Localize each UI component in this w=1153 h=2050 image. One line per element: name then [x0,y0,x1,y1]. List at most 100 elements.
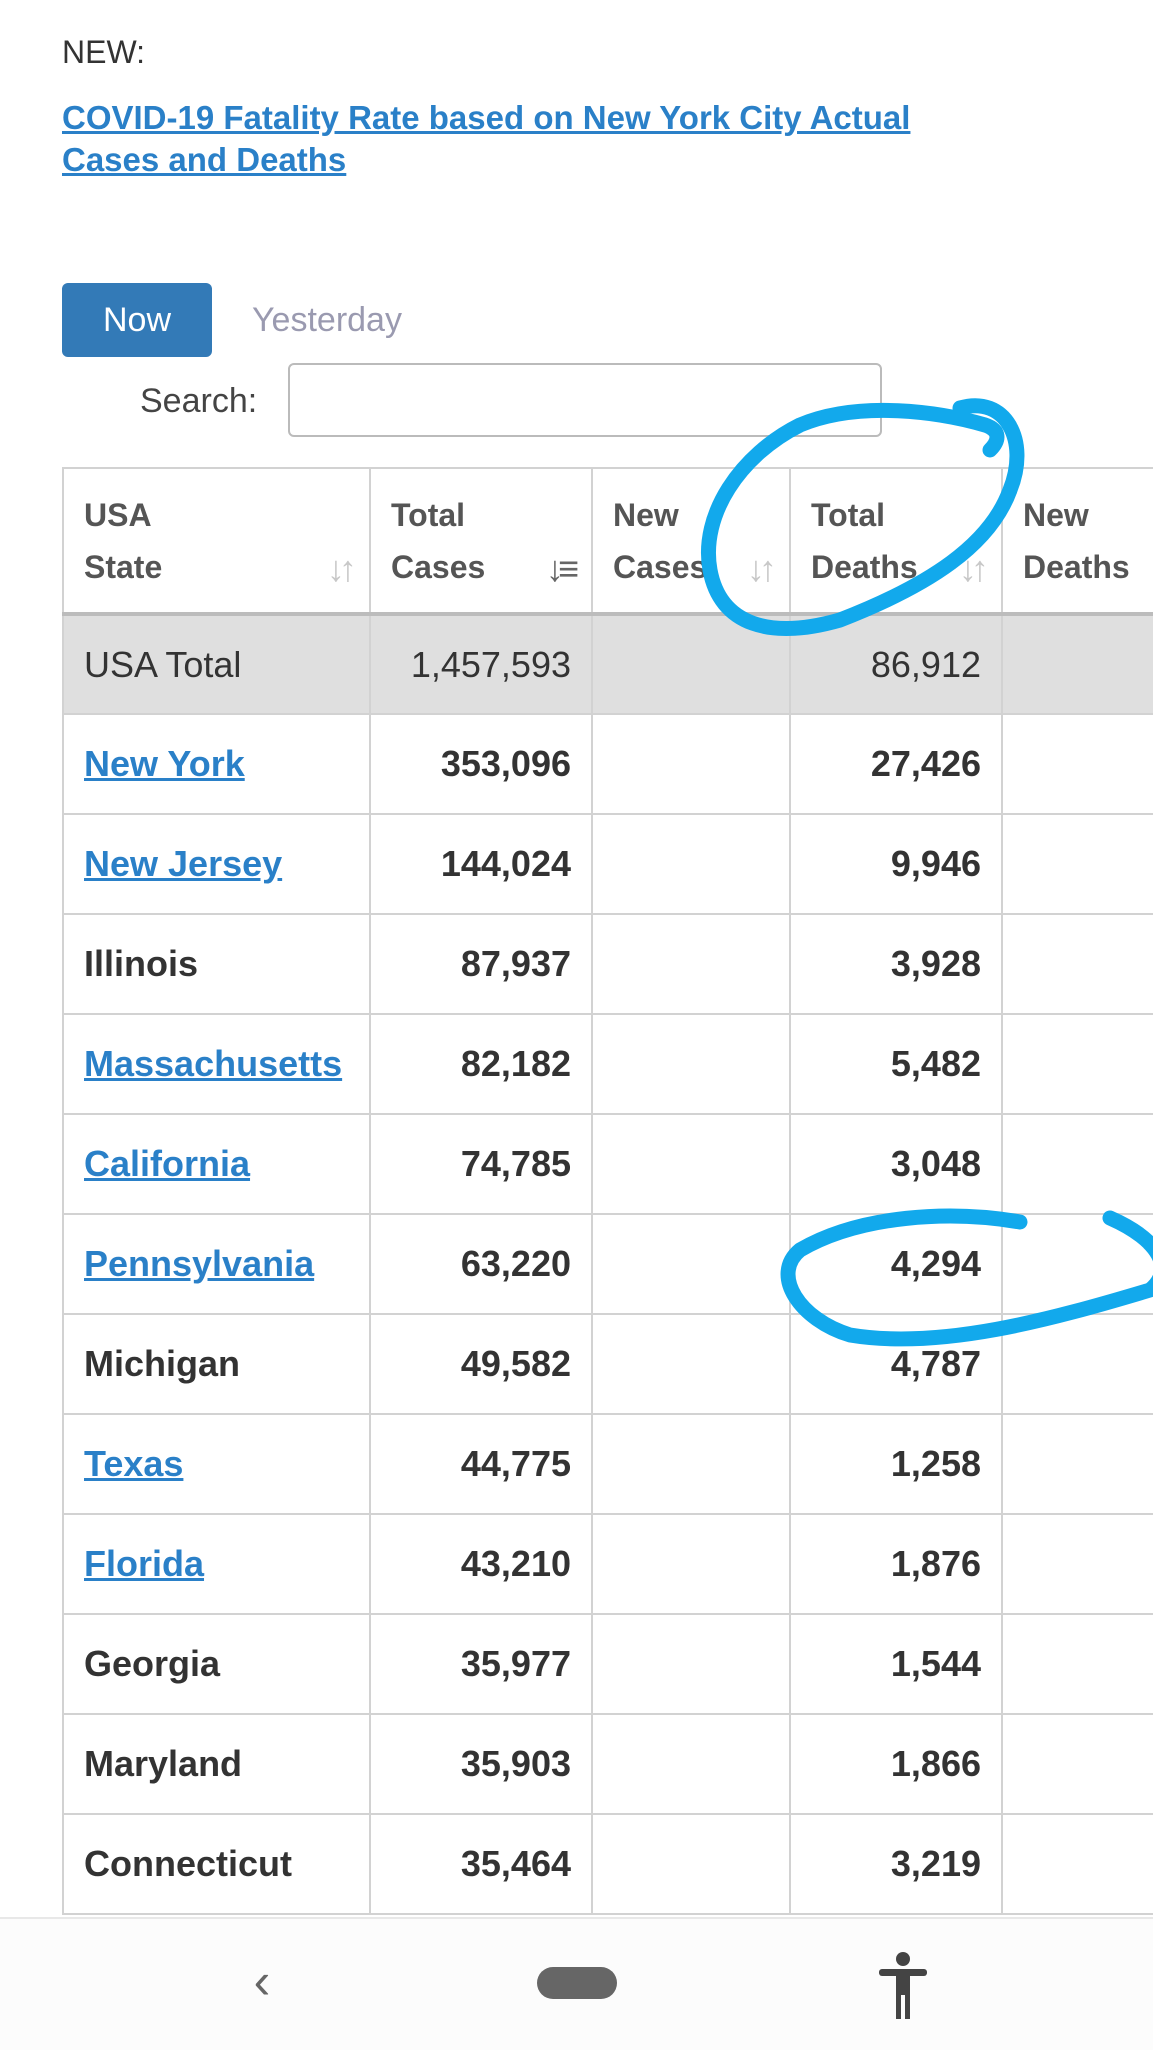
total-cases-cell: 63,220 [369,1213,593,1315]
state-link[interactable]: Massachusetts [62,1013,371,1115]
new-deaths-cell [1001,1313,1153,1415]
table-row: Michigan 49,582 4,787 [62,1313,1153,1415]
states-table: USA State ↓↑ Total Cases ↓≡ New Cases ↓↑… [62,467,1153,1915]
yesterday-tab-button[interactable]: Yesterday [252,301,402,339]
total-cases-cell: 35,977 [369,1613,593,1715]
new-cases-cell [591,1813,791,1915]
total-deaths-cell: 3,928 [789,913,1003,1015]
sort-descending-icon[interactable]: ↓≡ [545,548,579,589]
header-total-cases-line1: Total [391,497,466,533]
fatality-rate-link[interactable]: COVID-19 Fatality Rate based on New York… [62,99,911,178]
total-deaths-cell: 86,912 [789,613,1003,715]
total-deaths-cell: 4,294 [789,1213,1003,1315]
header-state-line1: USA [84,497,152,533]
home-pill-icon[interactable] [537,1967,617,1999]
state-name: Georgia [62,1613,371,1715]
new-cases-cell [591,1313,791,1415]
new-deaths-cell [1001,1813,1153,1915]
header-total-deaths[interactable]: Total Deaths ↓↑ [789,467,1003,616]
total-cases-cell: 1,457,593 [369,613,593,715]
new-cases-cell [591,1613,791,1715]
new-deaths-cell [1001,1413,1153,1515]
total-cases-cell: 353,096 [369,713,593,815]
new-deaths-cell [1001,1713,1153,1815]
total-cases-cell: 82,182 [369,1013,593,1115]
total-deaths-cell: 27,426 [789,713,1003,815]
total-cases-cell: 35,464 [369,1813,593,1915]
search-label: Search: [140,382,258,420]
new-cases-cell [591,1513,791,1615]
total-deaths-cell: 9,946 [789,813,1003,915]
new-cases-cell [591,713,791,815]
state-link[interactable]: Pennsylvania [62,1213,371,1315]
accessibility-icon[interactable] [875,1949,931,2021]
new-deaths-cell [1001,1113,1153,1215]
header-state[interactable]: USA State ↓↑ [62,467,371,616]
sort-icon[interactable]: ↓↑ [959,548,989,589]
header-state-line2: State [84,549,163,585]
new-deaths-cell [1001,1513,1153,1615]
table-row: Illinois 87,937 3,928 [62,913,1153,1015]
total-deaths-cell: 5,482 [789,1013,1003,1115]
table-header-row: USA State ↓↑ Total Cases ↓≡ New Cases ↓↑… [62,467,1153,616]
state-link[interactable]: New York [62,713,371,815]
table-row: Florida 43,210 1,876 [62,1513,1153,1615]
new-deaths-cell [1001,613,1153,715]
new-cases-cell [591,1213,791,1315]
table-row: Pennsylvania 63,220 4,294 [62,1213,1153,1315]
total-deaths-cell: 3,219 [789,1813,1003,1915]
header-total-cases-line2: Cases [391,549,486,585]
total-state-cell: USA Total [62,613,371,715]
table-row: Georgia 35,977 1,544 [62,1613,1153,1715]
table-row: New York 353,096 27,426 [62,713,1153,815]
header-new-deaths[interactable]: New Deaths [1001,467,1153,616]
states-table-container[interactable]: USA State ↓↑ Total Cases ↓≡ New Cases ↓↑… [62,467,1153,1917]
new-deaths-cell [1001,1213,1153,1315]
total-cases-cell: 144,024 [369,813,593,915]
header-total-deaths-line2: Deaths [811,549,918,585]
now-tab-button[interactable]: Now [62,283,212,357]
new-cases-cell [591,1013,791,1115]
new-label: NEW: [62,34,145,70]
state-name: Michigan [62,1313,371,1415]
total-cases-cell: 35,903 [369,1713,593,1815]
state-link[interactable]: New Jersey [62,813,371,915]
total-deaths-cell: 1,258 [789,1413,1003,1515]
back-icon[interactable]: ‹ [253,1953,271,2009]
new-cases-cell [591,613,791,715]
new-deaths-cell [1001,1613,1153,1715]
header-new-cases-line2: Cases [613,549,708,585]
state-name: Maryland [62,1713,371,1815]
total-cases-cell: 87,937 [369,913,593,1015]
state-name: Connecticut [62,1813,371,1915]
header-total-cases[interactable]: Total Cases ↓≡ [369,467,593,616]
total-cases-cell: 74,785 [369,1113,593,1215]
sort-icon[interactable]: ↓↑ [327,548,357,589]
sort-icon[interactable]: ↓↑ [747,548,777,589]
total-deaths-cell: 4,787 [789,1313,1003,1415]
state-link[interactable]: California [62,1113,371,1215]
header-new-cases-line1: New [613,497,679,533]
table-row: Massachusetts 82,182 5,482 [62,1013,1153,1115]
header-total-deaths-line1: Total [811,497,886,533]
new-cases-cell [591,1113,791,1215]
state-link[interactable]: Florida [62,1513,371,1615]
total-deaths-cell: 1,544 [789,1613,1003,1715]
new-cases-cell [591,813,791,915]
search-input[interactable] [288,363,882,437]
new-cases-cell [591,913,791,1015]
header-new-deaths-line2: Deaths [1023,549,1130,585]
table-row: California 74,785 3,048 [62,1113,1153,1215]
usa-total-row: USA Total 1,457,593 86,912 [62,613,1153,715]
total-cases-cell: 43,210 [369,1513,593,1615]
header-new-deaths-line1: New [1023,497,1089,533]
header-new-cases[interactable]: New Cases ↓↑ [591,467,791,616]
table-row: Connecticut 35,464 3,219 [62,1813,1153,1915]
total-deaths-cell: 1,876 [789,1513,1003,1615]
state-link[interactable]: Texas [62,1413,371,1515]
new-cases-cell [591,1413,791,1515]
new-deaths-cell [1001,713,1153,815]
new-deaths-cell [1001,813,1153,915]
total-deaths-cell: 1,866 [789,1713,1003,1815]
table-row: Maryland 35,903 1,866 [62,1713,1153,1815]
